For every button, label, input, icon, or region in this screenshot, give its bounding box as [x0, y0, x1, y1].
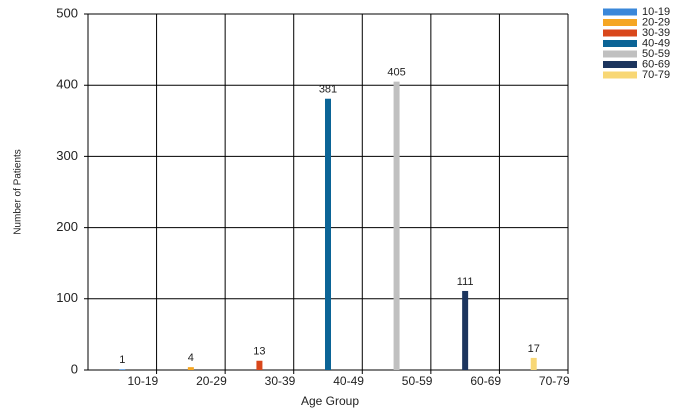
legend-swatch: [603, 40, 637, 47]
bar: [256, 360, 263, 370]
legend-swatch: [603, 8, 637, 16]
data-label: 17: [528, 343, 540, 355]
data-label: 381: [319, 84, 337, 96]
x-tick-label: 30-39: [265, 374, 296, 388]
bar: [187, 367, 194, 370]
data-label: 1: [119, 354, 125, 366]
y-axis-label: Number of Patients: [13, 149, 24, 235]
legend-swatch: [603, 61, 637, 68]
legend-swatch: [603, 19, 637, 26]
x-tick-label: 10-19: [128, 374, 159, 388]
y-tick-label: 100: [56, 290, 78, 305]
legend-label: 40-49: [642, 37, 670, 49]
data-label: 111: [457, 276, 474, 288]
y-tick-label: 400: [56, 77, 78, 92]
legend-label: 30-39: [642, 27, 670, 39]
x-tick-label: 70-79: [539, 374, 570, 388]
y-tick-label: 300: [56, 148, 78, 163]
x-axis-label: Age Group: [301, 394, 359, 408]
x-tick-label: 50-59: [402, 374, 433, 388]
data-label: 13: [253, 346, 265, 358]
legend-swatch: [603, 50, 637, 58]
legend-label: 50-59: [642, 48, 670, 60]
legend-swatch: [603, 71, 637, 79]
legend-label: 70-79: [642, 69, 670, 81]
y-tick-label: 0: [71, 361, 78, 376]
legend-label: 20-29: [642, 16, 670, 28]
bar: [119, 369, 126, 370]
bar: [462, 290, 469, 370]
legend-swatch: [603, 29, 637, 37]
bar: [530, 357, 537, 370]
legend-label: 10-19: [642, 6, 670, 18]
y-tick-label: 200: [56, 219, 78, 234]
bar: [393, 81, 400, 370]
legend-label: 60-69: [642, 58, 670, 70]
x-tick-label: 40-49: [333, 374, 364, 388]
bar: [325, 98, 331, 370]
data-label: 405: [387, 67, 405, 79]
y-tick-label: 500: [56, 5, 78, 20]
x-tick-label: 60-69: [470, 374, 501, 388]
data-label: 4: [188, 352, 194, 364]
x-tick-label: 20-29: [196, 374, 227, 388]
